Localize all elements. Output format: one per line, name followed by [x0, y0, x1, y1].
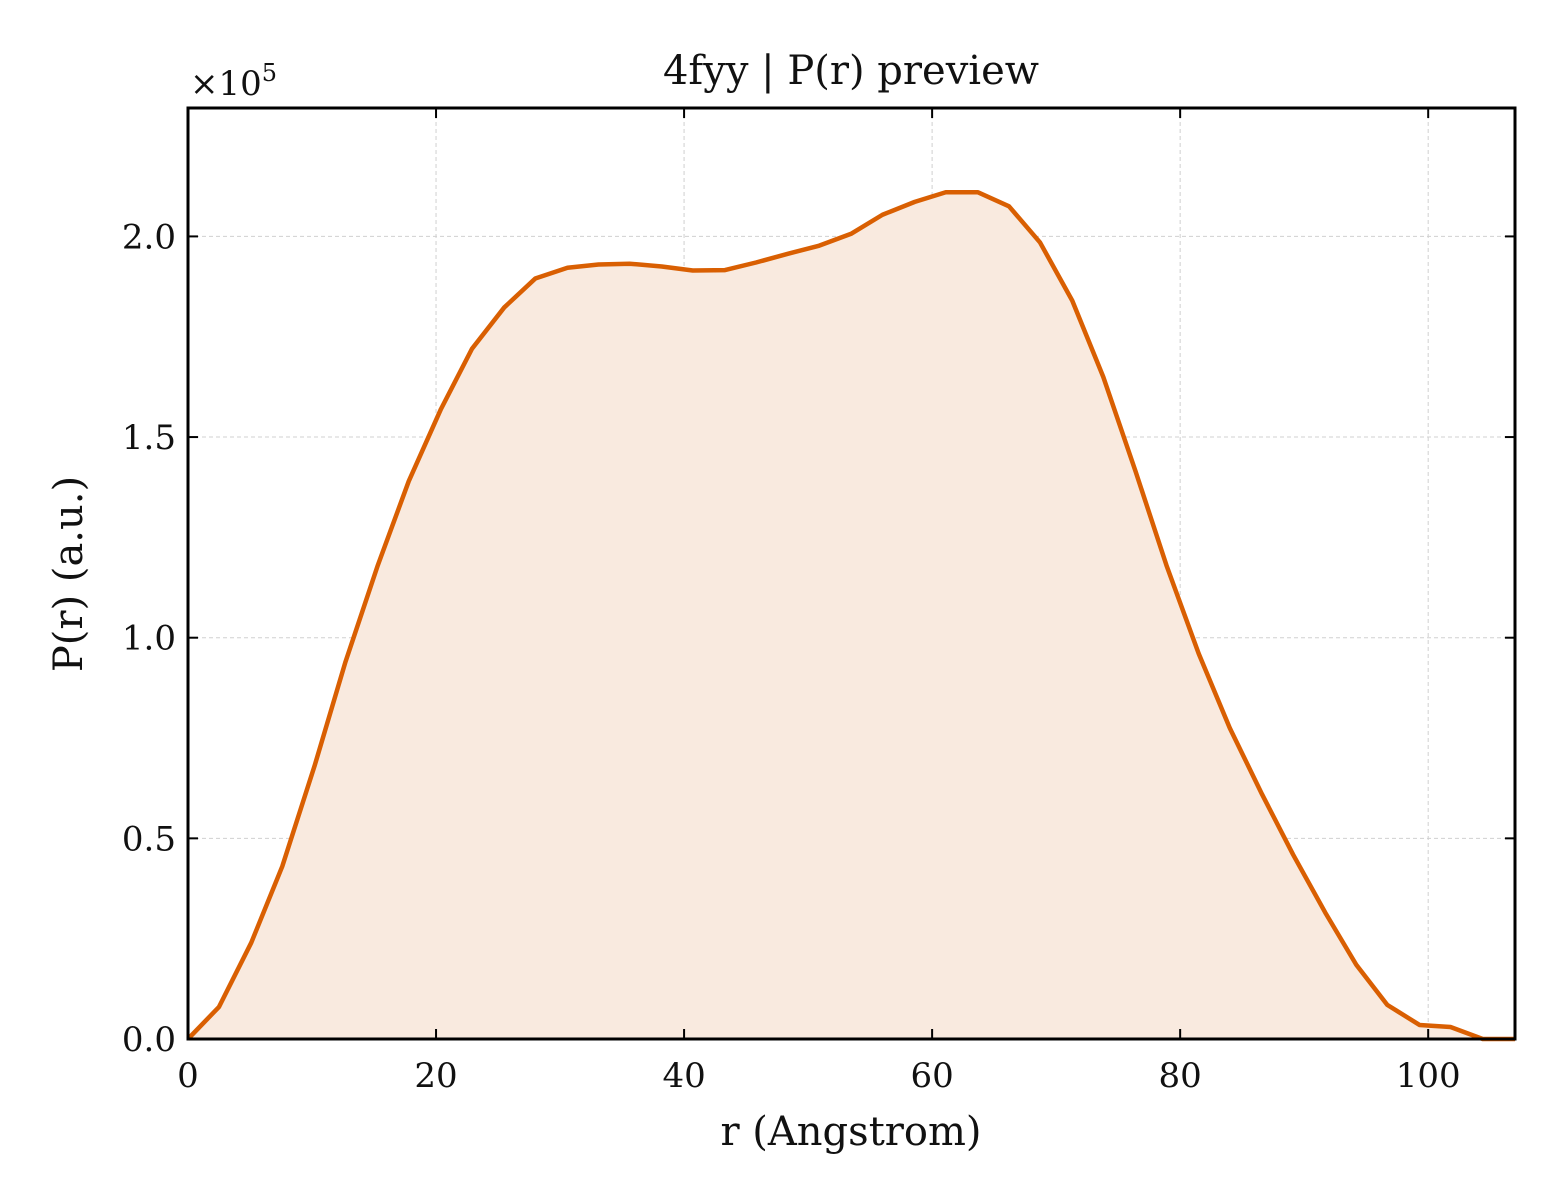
y-scale-exponent: 5 — [262, 59, 277, 87]
chart-title: 4fyy | P(r) preview — [663, 48, 1039, 94]
x-tick-label: 100 — [1396, 1056, 1461, 1096]
area-fill — [188, 192, 1515, 1039]
y-scale-multiplier: ×105 — [190, 59, 277, 104]
y-tick-label: 0.0 — [122, 1020, 176, 1060]
x-axis-label: r (Angstrom) — [720, 1109, 981, 1155]
ticks: 0 20 40 60 80 100 0.0 0.5 1.0 1.5 2.0 — [122, 108, 1515, 1096]
y-tick-label: 2.0 — [122, 217, 176, 257]
x-tick-label: 40 — [662, 1056, 705, 1096]
plot-frame — [186, 106, 1517, 1041]
x-tick-label: 0 — [177, 1056, 199, 1096]
x-tick-label: 20 — [414, 1056, 457, 1096]
y-tick-label: 1.5 — [122, 418, 176, 458]
x-tick-label: 60 — [910, 1056, 953, 1096]
y-axis-label: P(r) (a.u.) — [46, 476, 92, 672]
series-line — [186, 190, 1515, 1042]
x-tick-label: 80 — [1159, 1056, 1202, 1096]
y-tick-label: 0.5 — [122, 819, 176, 859]
y-tick-label: 1.0 — [122, 619, 176, 659]
y-scale-base: ×10 — [190, 64, 262, 104]
